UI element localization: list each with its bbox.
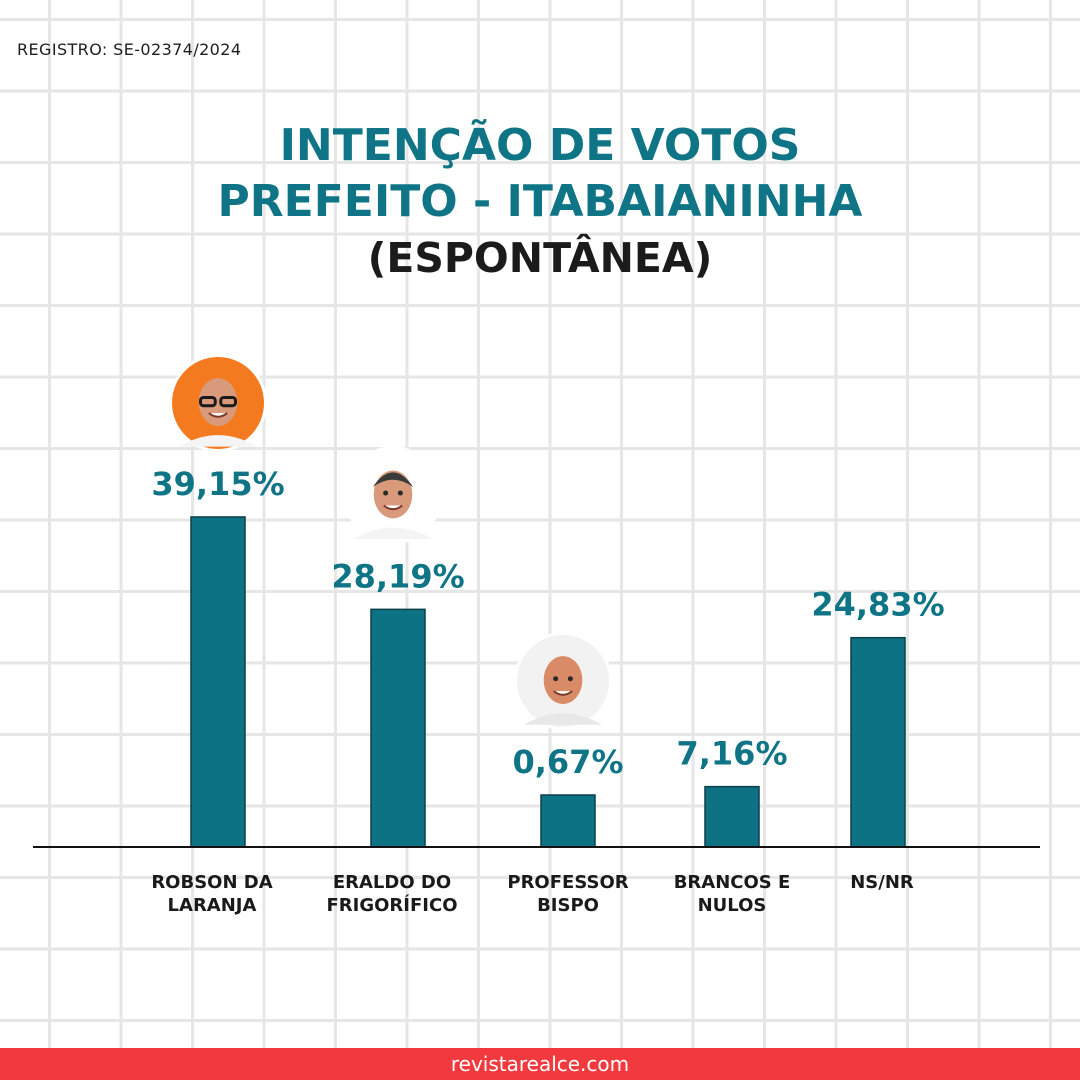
candidate-photo-0 <box>169 353 267 452</box>
bar-2 <box>540 794 596 848</box>
website-footer: revistarealce.com <box>0 1048 1080 1080</box>
category-label-3-1: NULOS <box>698 895 767 916</box>
category-label-2-1: BISPO <box>537 895 599 916</box>
page-title: INTENÇÃO DE VOTOS PREFEITO - ITABAIANINH… <box>0 118 1080 286</box>
bar-3 <box>704 785 760 848</box>
title-line-2: PREFEITO - ITABAIANINHA <box>217 176 863 227</box>
category-label-0-1: LARANJA <box>168 895 257 916</box>
value-label-0: 39,15% <box>151 465 284 503</box>
title-line-3: (ESPONTÂNEA) <box>367 234 713 282</box>
category-label-4-0: NS/NR <box>850 872 914 893</box>
value-label-4: 24,83% <box>811 586 944 624</box>
category-label-3-0: BRANCOS E <box>674 872 791 893</box>
title-line-1: INTENÇÃO DE VOTOS <box>279 120 801 171</box>
value-label-2: 0,67% <box>512 743 623 781</box>
bar-4 <box>850 636 906 848</box>
candidate-photo-1 <box>344 446 442 545</box>
bar-0 <box>190 516 246 848</box>
candidate-photo-2 <box>514 632 612 730</box>
registration-number: REGISTRO: SE-02374/2024 <box>17 40 242 59</box>
value-label-1: 28,19% <box>331 557 464 595</box>
category-label-1-1: FRIGORÍFICO <box>327 894 458 916</box>
value-label-3: 7,16% <box>676 735 787 773</box>
category-label-2-0: PROFESSOR <box>507 872 628 893</box>
category-label-0-0: ROBSON DA <box>151 872 272 893</box>
category-label-1-0: ERALDO DO <box>333 872 451 893</box>
bar-1 <box>370 608 426 848</box>
